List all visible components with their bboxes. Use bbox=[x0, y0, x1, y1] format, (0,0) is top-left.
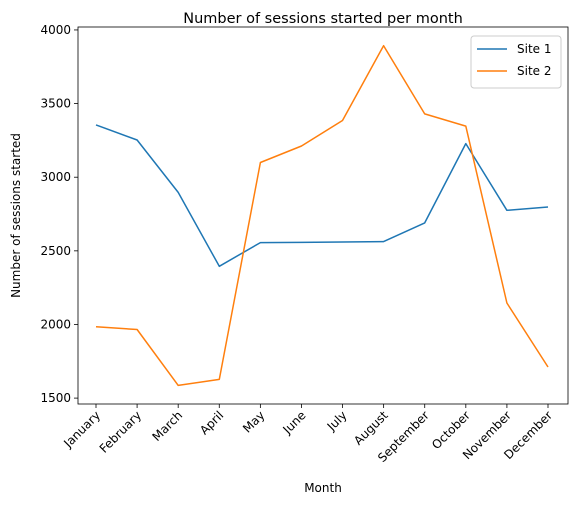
x-axis-label: Month bbox=[304, 481, 342, 495]
legend-label-1: Site 1 bbox=[517, 42, 552, 56]
x-tick-label: February bbox=[97, 408, 145, 456]
x-tick-label: June bbox=[279, 408, 308, 437]
legend: Site 1 Site 2 bbox=[471, 36, 561, 88]
y-tick-label: 3000 bbox=[40, 170, 71, 184]
chart-title: Number of sessions started per month bbox=[183, 11, 463, 27]
x-tick-label: August bbox=[351, 408, 391, 448]
x-tick-label: April bbox=[197, 408, 226, 437]
y-tick-label: 2500 bbox=[40, 244, 71, 258]
y-axis-label: Number of sessions started bbox=[9, 133, 23, 298]
legend-label-2: Site 2 bbox=[517, 64, 552, 78]
y-axis: 1500 2000 2500 3000 3500 4000 bbox=[40, 23, 78, 405]
series-layer bbox=[96, 46, 548, 386]
x-tick-label: July bbox=[324, 408, 350, 434]
y-tick-label: 3500 bbox=[40, 97, 71, 111]
y-tick-label: 2000 bbox=[40, 317, 71, 331]
y-tick-label: 1500 bbox=[40, 391, 71, 405]
x-tick-label: March bbox=[150, 408, 186, 444]
y-tick-label: 4000 bbox=[40, 23, 71, 37]
series-line-1 bbox=[96, 125, 548, 266]
series-line-2 bbox=[96, 46, 548, 386]
x-tick-label: May bbox=[240, 408, 267, 435]
